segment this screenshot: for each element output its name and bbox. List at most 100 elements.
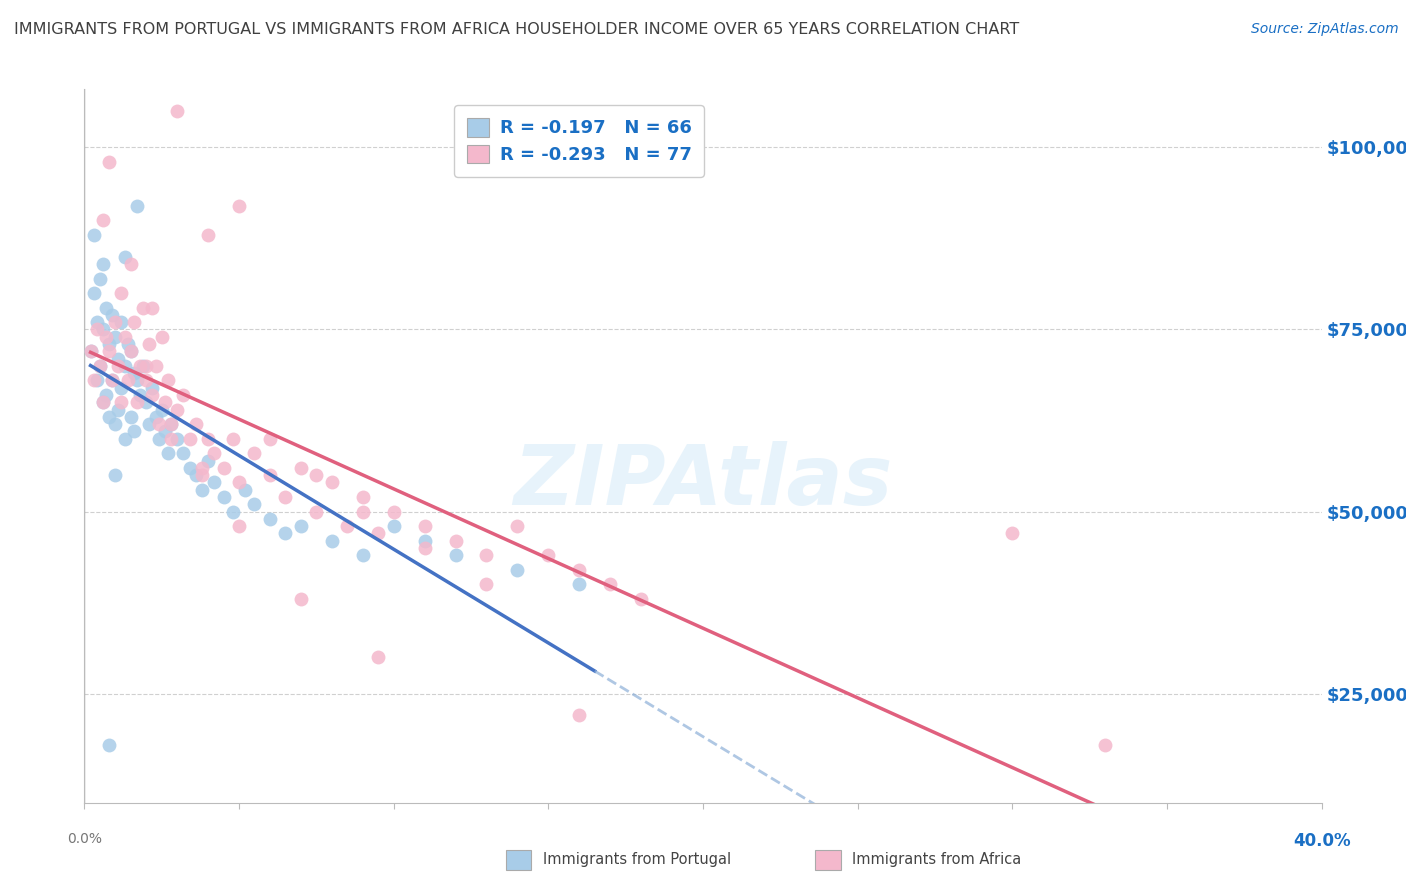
Point [475,577,498,591]
Point [233,483,256,497]
Point [1001,526,1024,541]
Point [138,337,160,351]
Point [91,395,114,409]
Point [79,344,101,359]
Point [135,374,157,388]
Point [197,453,219,467]
Point [129,388,152,402]
Point [160,417,183,432]
Point [166,103,188,118]
Point [568,563,591,577]
Point [172,388,194,402]
Point [114,432,136,446]
Point [413,519,436,533]
Point [107,351,129,366]
Point [83,227,105,242]
Point [150,402,173,417]
Point [413,541,436,555]
Point [148,417,170,432]
Point [197,432,219,446]
Point [104,330,127,344]
Point [110,381,132,395]
Point [184,417,207,432]
Point [290,460,312,475]
Point [212,490,235,504]
Point [444,533,467,548]
Point [122,425,145,439]
Point [259,512,281,526]
Point [114,330,136,344]
Point [94,330,117,344]
Point [145,409,167,424]
Point [156,374,179,388]
Point [191,483,214,497]
Point [228,519,250,533]
Point [321,533,343,548]
Point [506,519,529,533]
Point [305,468,328,483]
Point [98,337,121,351]
Point [197,227,219,242]
Point [122,366,145,380]
Point [475,548,498,562]
Point [290,591,312,606]
Point [352,504,374,518]
Point [104,315,127,329]
Point [212,460,235,475]
Point [150,330,173,344]
Point [413,533,436,548]
Point [138,417,160,432]
Point [537,548,560,562]
Text: ZIPAtlas: ZIPAtlas [513,442,893,522]
Point [120,409,142,424]
Legend: R = -0.197   N = 66, R = -0.293   N = 77: R = -0.197 N = 66, R = -0.293 N = 77 [454,105,704,177]
Point [160,417,183,432]
Point [568,708,591,723]
Point [321,475,343,490]
Point [145,359,167,373]
Point [91,257,114,271]
Point [222,432,245,446]
Point [98,155,121,169]
Point [135,395,157,409]
Point [101,308,124,322]
Point [166,402,188,417]
Point [83,286,105,301]
Point [274,490,297,504]
Point [98,344,121,359]
Point [166,432,188,446]
Point [305,504,328,518]
Point [172,446,194,460]
Point [89,271,111,285]
Point [191,460,214,475]
Point [114,250,136,264]
Point [156,446,179,460]
Point [568,577,591,591]
Point [599,577,621,591]
Point [228,475,250,490]
Point [132,359,155,373]
Point [122,315,145,329]
Point [179,432,201,446]
Point [336,519,359,533]
Point [202,475,225,490]
Point [367,526,389,541]
Point [352,490,374,504]
Point [98,409,121,424]
Point [148,432,170,446]
Point [125,395,148,409]
Point [191,468,214,483]
Text: Immigrants from Portugal: Immigrants from Portugal [543,853,731,867]
Point [110,286,132,301]
Point [114,359,136,373]
Point [125,374,148,388]
Point [141,301,163,315]
Point [83,374,105,388]
Point [153,395,176,409]
Point [101,374,124,388]
Point [444,548,467,562]
Point [184,468,207,483]
Point [107,359,129,373]
Point [101,374,124,388]
Point [367,650,389,665]
